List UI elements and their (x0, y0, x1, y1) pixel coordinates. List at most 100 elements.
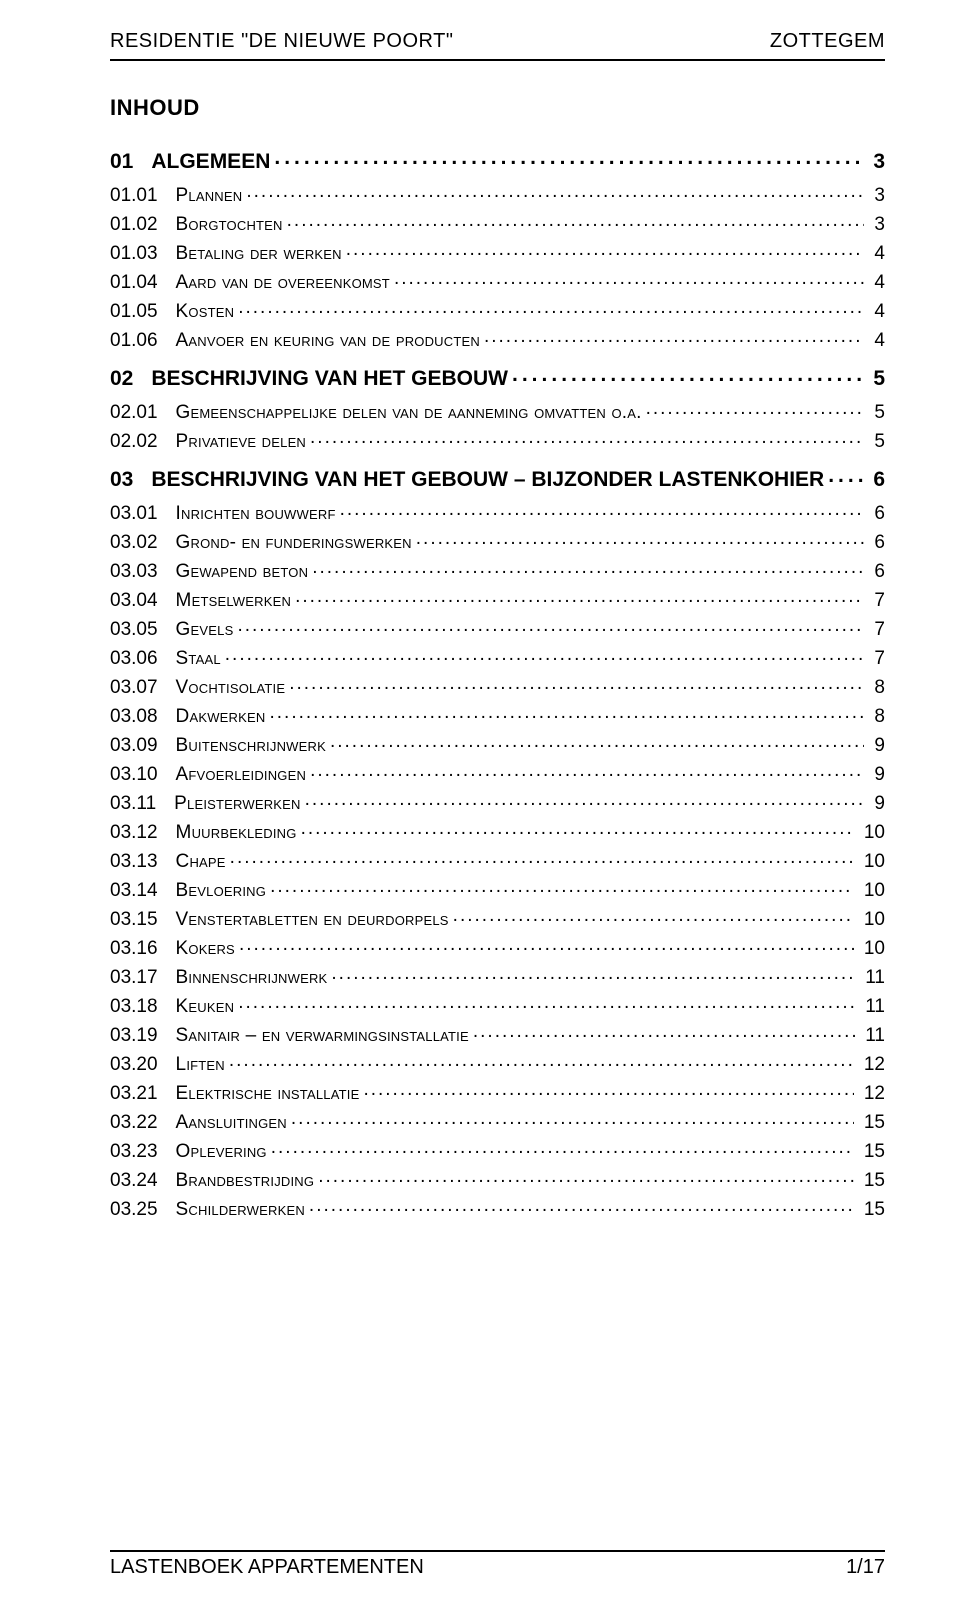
toc-page: 9 (868, 736, 885, 755)
toc-label: Afvoerleidingen (176, 765, 307, 784)
toc-label: Borgtochten (176, 215, 283, 234)
toc-leader-dots (225, 645, 865, 664)
toc-entry: 03.18 Keuken 11 (110, 993, 885, 1016)
toc-page: 11 (859, 997, 885, 1016)
toc-page: 10 (858, 910, 885, 929)
toc-page: 12 (858, 1084, 885, 1103)
toc-label: Kokers (176, 939, 235, 958)
toc-number: 01.02 (110, 215, 158, 234)
toc-entry: 03.17Binnenschrijnwerk11 (110, 964, 885, 987)
toc-page: 9 (868, 794, 885, 813)
toc-entry: 03.16 Kokers 10 (110, 935, 885, 958)
toc-leader-dots (340, 500, 865, 519)
toc-page: 6 (867, 469, 885, 490)
toc-entry: 03.15Venstertabletten en deurdorpels10 (110, 906, 885, 929)
toc-leader-dots (305, 790, 865, 809)
toc-entry: 01.04Aard van de overeenkomst4 (110, 269, 885, 292)
toc-number: 03.02 (110, 533, 158, 552)
toc-label: Kosten (176, 302, 235, 321)
toc-number: 03.12 (110, 823, 158, 842)
toc-entry: 03.03Gewapend beton6 (110, 558, 885, 581)
toc-entry: 01.01Plannen3 (110, 182, 885, 205)
toc-page: 10 (858, 852, 885, 871)
toc-label: Privatieve delen (176, 432, 306, 451)
toc-leader-dots (269, 703, 864, 722)
toc-number: 01.03 (110, 244, 158, 263)
toc-label: Aanvoer en keuring van de producten (176, 331, 480, 350)
page: RESIDENTIE "DE NIEUWE POORT" ZOTTEGEM IN… (0, 0, 960, 1609)
toc-entry: 02.01Gemeenschappelijke delen van de aan… (110, 399, 885, 422)
toc-number: 03.18 (110, 997, 158, 1016)
toc-number: 03.09 (110, 736, 158, 755)
toc-number: 03.07 (110, 678, 158, 697)
toc-leader-dots (238, 298, 864, 317)
toc-label: Betaling der werken (176, 244, 342, 263)
toc-leader-dots (512, 364, 863, 385)
toc-entry: 03.23Oplevering15 (110, 1138, 885, 1161)
toc-entry: 03.21Elektrische installatie12 (110, 1080, 885, 1103)
toc-page: 7 (868, 620, 885, 639)
toc-label: Sanitair – en verwarmingsinstallatie (176, 1026, 469, 1045)
footer-right: 1/17 (846, 1556, 885, 1579)
toc-leader-dots (346, 240, 865, 259)
toc-label: Aansluitingen (176, 1113, 287, 1132)
toc-label: Keuken (176, 997, 235, 1016)
toc-page: 4 (868, 244, 885, 263)
toc-page: 15 (858, 1171, 885, 1190)
toc-section: 02BESCHRIJVING VAN HET GEBOUW5 (110, 364, 885, 389)
toc-label: BESCHRIJVING VAN HET GEBOUW – BIJZONDER … (151, 469, 824, 490)
toc-leader-dots (229, 1051, 854, 1070)
toc-number: 03.10 (110, 765, 158, 784)
table-of-contents: 01ALGEMEEN301.01Plannen301.02Borgtochten… (110, 133, 885, 1225)
toc-number: 03.11 (110, 794, 156, 813)
toc-label: Liften (176, 1055, 225, 1074)
toc-leader-dots (287, 211, 865, 230)
toc-number: 03.13 (110, 852, 158, 871)
toc-number: 03 (110, 469, 133, 490)
toc-page: 12 (858, 1055, 885, 1074)
toc-section: 03 BESCHRIJVING VAN HET GEBOUW – BIJZONDE… (110, 465, 885, 490)
toc-page: 7 (868, 591, 885, 610)
toc-number: 02 (110, 368, 133, 389)
toc-number: 03.14 (110, 881, 158, 900)
toc-label: Pleisterwerken (174, 794, 300, 813)
toc-number: 03.22 (110, 1113, 158, 1132)
toc-label: Brandbestrijding (176, 1171, 315, 1190)
toc-page: 5 (868, 432, 885, 451)
toc-entry: 01.02Borgtochten3 (110, 211, 885, 234)
toc-number: 03.03 (110, 562, 158, 581)
toc-label: Gewapend beton (176, 562, 309, 581)
toc-page: 7 (868, 649, 885, 668)
toc-page: 3 (868, 186, 885, 205)
toc-entry: 03.02Grond- en funderingswerken6 (110, 529, 885, 552)
toc-leader-dots (331, 964, 855, 983)
toc-entry: 01.06 Aanvoer en keuring van de producten… (110, 327, 885, 350)
toc-entry: 03.09Buitenschrijnwerk9 (110, 732, 885, 755)
toc-number: 02.02 (110, 432, 158, 451)
toc-entry: 03.08Dakwerken8 (110, 703, 885, 726)
toc-page: 8 (868, 678, 885, 697)
toc-label: Chape (176, 852, 226, 871)
toc-number: 03.25 (110, 1200, 158, 1219)
toc-page: 10 (858, 881, 885, 900)
toc-label: BESCHRIJVING VAN HET GEBOUW (151, 368, 508, 389)
section-title: INHOUD (110, 95, 885, 121)
toc-label: Dakwerken (176, 707, 266, 726)
toc-leader-dots (309, 1196, 854, 1215)
toc-number: 03.01 (110, 504, 158, 523)
toc-page: 5 (868, 403, 885, 422)
toc-label: Inrichten bouwwerf (176, 504, 336, 523)
toc-page: 10 (858, 939, 885, 958)
toc-leader-dots (271, 1138, 854, 1157)
page-header: RESIDENTIE "DE NIEUWE POORT" ZOTTEGEM (110, 30, 885, 53)
toc-entry: 03.10Afvoerleidingen9 (110, 761, 885, 784)
toc-leader-dots (310, 761, 864, 780)
toc-number: 02.01 (110, 403, 158, 422)
footer-row: LASTENBOEK APPARTEMENTEN 1/17 (110, 1556, 885, 1579)
toc-leader-dots (238, 993, 855, 1012)
toc-label: Elektrische installatie (176, 1084, 360, 1103)
toc-number: 03.16 (110, 939, 158, 958)
toc-number: 03.23 (110, 1142, 158, 1161)
toc-number: 01.06 (110, 331, 158, 350)
toc-entry: 03.05Gevels7 (110, 616, 885, 639)
